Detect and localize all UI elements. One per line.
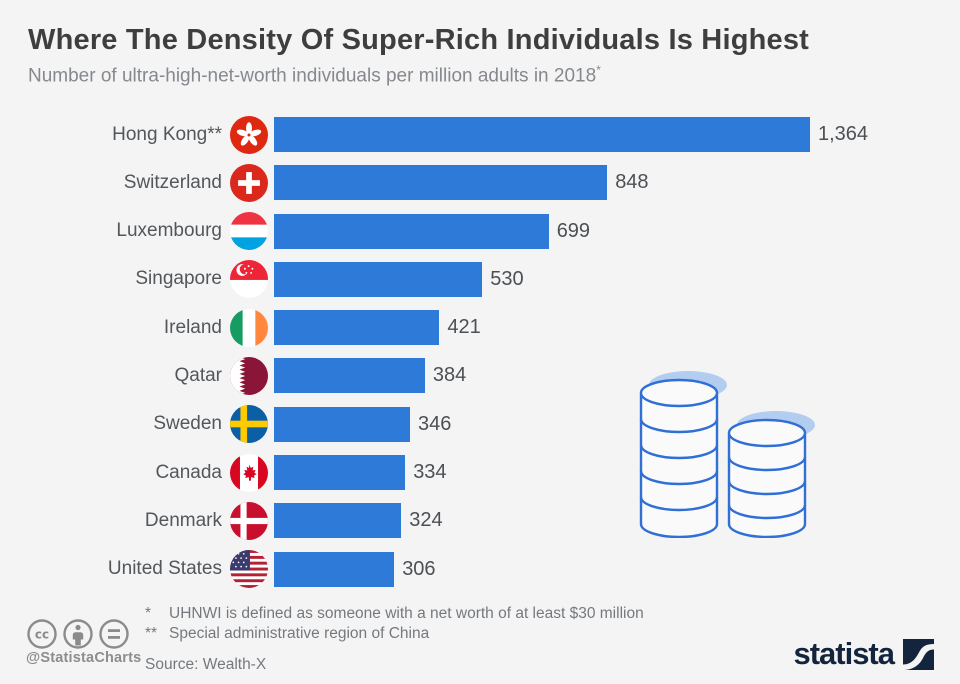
value-label: 530	[490, 267, 524, 290]
country-label: Hong Kong**	[112, 123, 222, 145]
value-label: 334	[413, 461, 447, 484]
attribution-icon	[63, 619, 93, 649]
subtitle-footnote-mark: *	[596, 63, 601, 77]
value-label: 324	[409, 509, 443, 532]
footnote-2-text: Special administrative region of China	[169, 625, 430, 642]
country-label: Denmark	[144, 509, 222, 531]
flag-qatar-icon	[230, 357, 268, 395]
bar-row: Canada 334	[28, 455, 928, 490]
country-label: United States	[107, 558, 222, 580]
flag-singapore-icon	[230, 260, 268, 298]
country-label: Canada	[155, 461, 222, 483]
value-label: 384	[432, 364, 467, 387]
bar	[274, 165, 608, 201]
footnote-2-marker: **	[145, 625, 158, 642]
bar	[274, 213, 549, 249]
page-subtitle: Number of ultra-high-net-worth individua…	[28, 63, 601, 87]
flag-united-states-icon	[230, 550, 268, 588]
bar	[274, 551, 395, 587]
footnote-2: ** Special administrative region of Chin…	[145, 624, 644, 644]
bar	[274, 261, 483, 297]
no-derivatives-icon	[99, 619, 129, 649]
footnotes: * UHNWI is defined as someone with a net…	[145, 604, 644, 675]
flag-canada-icon	[230, 454, 268, 492]
country-label: Ireland	[163, 316, 222, 338]
value-label: 306	[402, 557, 436, 580]
country-label: Sweden	[153, 413, 222, 435]
flag-ireland-icon	[230, 309, 268, 347]
value-label: 1,364	[818, 123, 869, 145]
bar-row: Qatar 384	[28, 358, 928, 393]
country-label: Luxembourg	[116, 220, 222, 242]
value-label: 421	[447, 316, 481, 339]
bar	[274, 358, 425, 394]
source-label: Source: Wealth-X	[145, 656, 267, 673]
flag-switzerland-icon	[230, 164, 268, 202]
subtitle-text: Number of ultra-high-net-worth individua…	[28, 65, 597, 87]
license-icons: cc	[27, 619, 129, 649]
bar	[274, 503, 402, 539]
value-label: 848	[615, 171, 649, 194]
bar-row: Ireland 421	[28, 310, 928, 345]
bar-row: Sweden 346	[28, 407, 928, 442]
flag-luxembourg-icon	[230, 212, 268, 250]
value-label: 699	[556, 219, 591, 242]
bar	[274, 455, 406, 491]
bar	[274, 310, 440, 346]
flag-hong-kong-icon	[230, 116, 268, 154]
value-label: 346	[418, 412, 452, 435]
bar	[274, 117, 810, 152]
flag-sweden-icon	[230, 405, 268, 443]
country-label: Switzerland	[123, 171, 222, 193]
coin-stacks-illustration	[639, 371, 815, 538]
bar-row: Luxembourg 699	[28, 214, 928, 249]
bar-row: Switzerland 848	[28, 165, 928, 200]
cc-icon-glyph: cc	[35, 628, 49, 642]
page-title: Where The Density Of Super-Rich Individu…	[28, 24, 810, 56]
bar-row: Singapore 530	[28, 262, 928, 297]
footnote-1: * UHNWI is defined as someone with a net…	[145, 604, 644, 624]
footnote-1-marker: *	[145, 605, 152, 622]
statista-charts-credit: @StatistaCharts	[26, 650, 142, 666]
bar-row: United States 306	[28, 552, 928, 587]
footnote-1-text: UHNWI is defined as someone with a net w…	[169, 605, 644, 622]
flag-denmark-icon	[230, 502, 268, 540]
statista-logo-icon	[903, 638, 934, 670]
bar-row: Denmark 324	[28, 503, 928, 538]
statista-logo: statista	[793, 636, 934, 672]
cc-icon	[27, 619, 57, 649]
bar-row: Hong Kong** 1,364	[28, 117, 928, 152]
country-label: Qatar	[174, 364, 222, 386]
bar-rows: Hong Kong** 1,364 Switzerland 848 Luxembourg…	[28, 117, 928, 600]
country-label: Singapore	[135, 268, 222, 290]
statista-wordmark: statista	[793, 636, 895, 671]
bar	[274, 406, 410, 442]
